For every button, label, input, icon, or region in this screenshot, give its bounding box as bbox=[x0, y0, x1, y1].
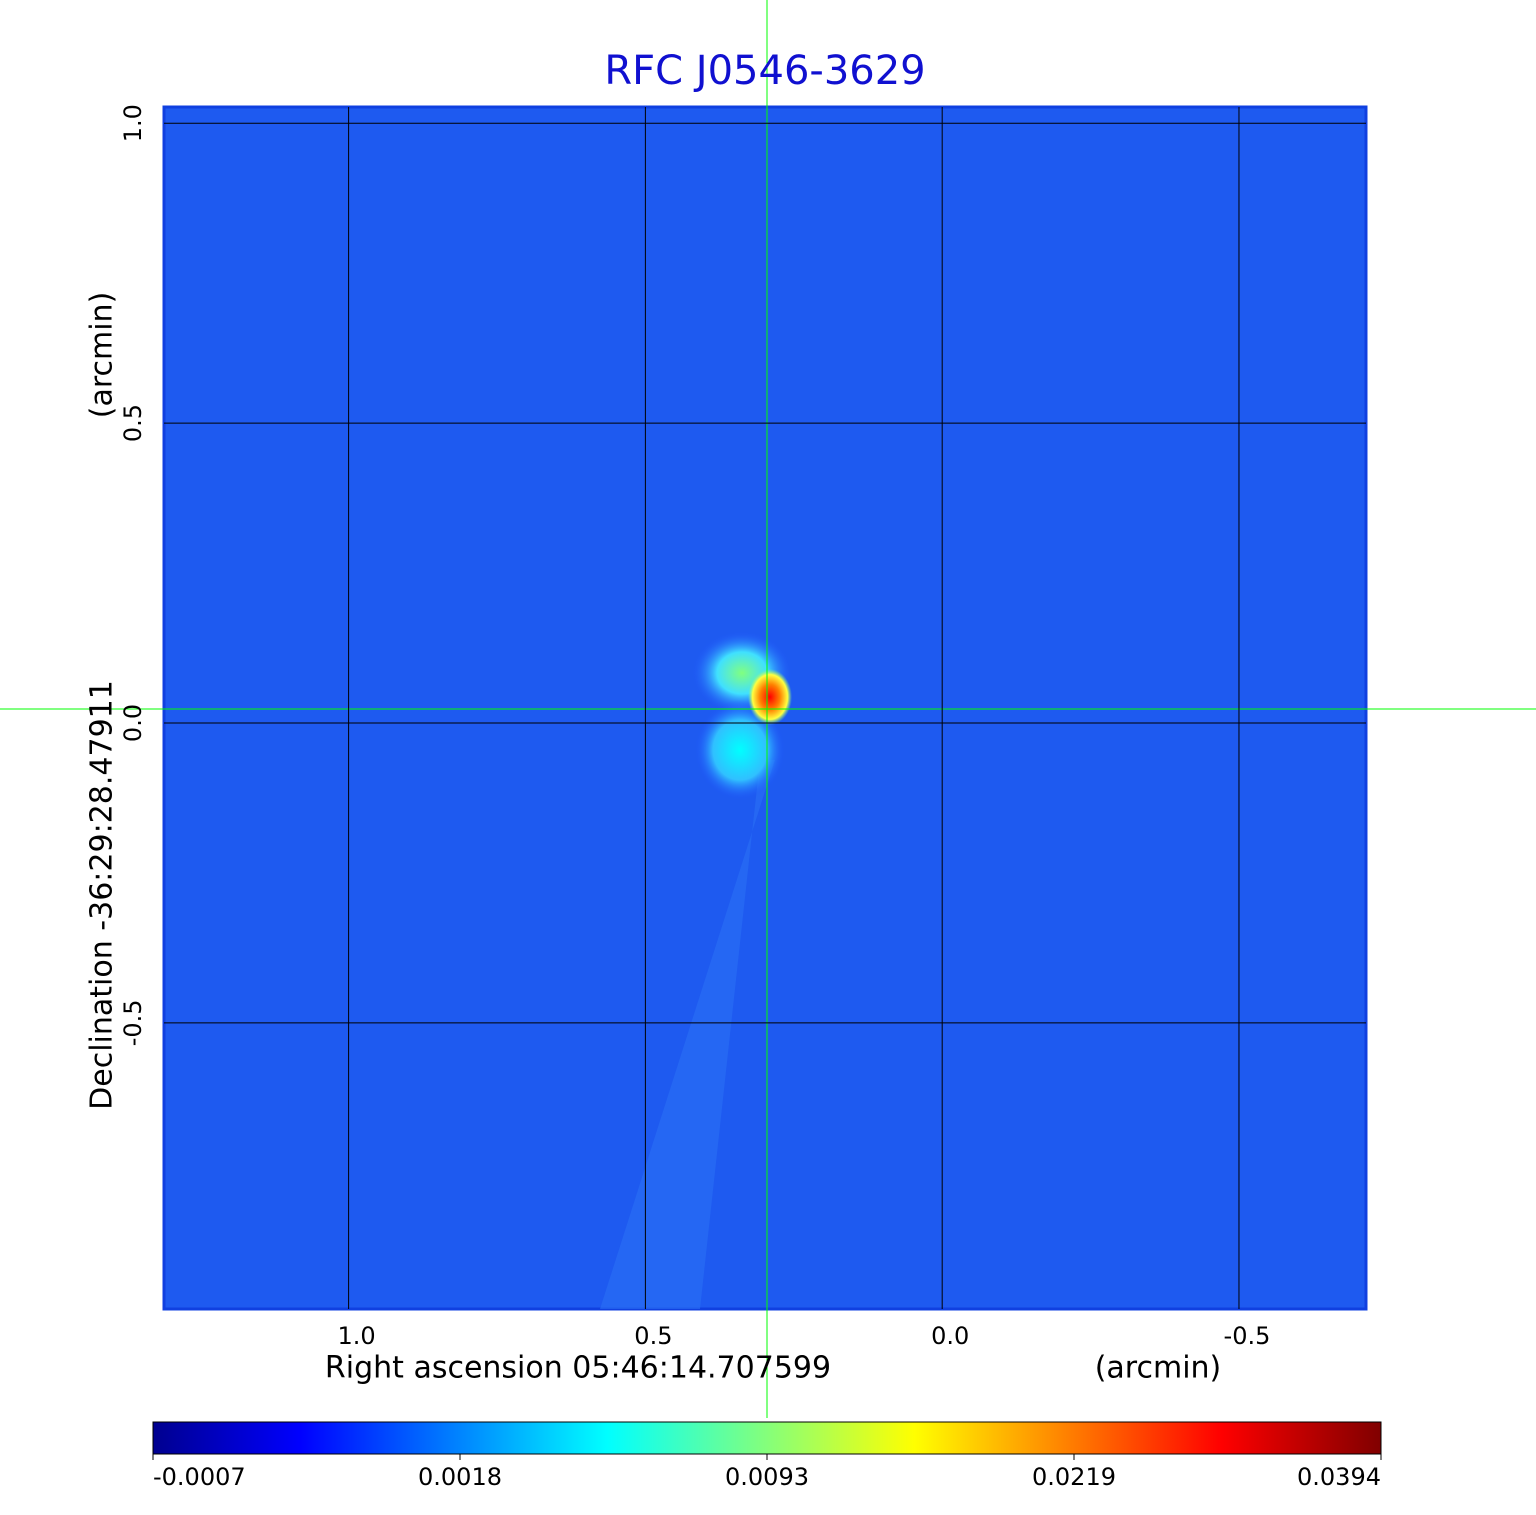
image-core bbox=[748, 669, 792, 725]
y-axis-unit: (arcmin) bbox=[85, 292, 120, 419]
colorbar bbox=[152, 1421, 1382, 1455]
y-axis-label: Declination -36:29:28.47911 bbox=[85, 680, 120, 1110]
chart-title: RFC J0546-3629 bbox=[604, 48, 925, 94]
colorbar-tick-label: 0.0219 bbox=[1032, 1463, 1116, 1491]
x-axis-unit: (arcmin) bbox=[1095, 1351, 1222, 1386]
image-streak bbox=[600, 760, 775, 1309]
y-tick-label: 1.0 bbox=[119, 104, 147, 142]
y-tick-label: 0.0 bbox=[119, 704, 147, 742]
y-tick-label: 0.5 bbox=[119, 404, 147, 442]
x-tick-label: 0.5 bbox=[634, 1322, 672, 1350]
x-tick-label: 0.0 bbox=[931, 1322, 969, 1350]
image bbox=[162, 105, 1368, 1311]
colorbar-tick-label: -0.0007 bbox=[153, 1463, 246, 1491]
colorbar-tick-label: 0.0018 bbox=[418, 1463, 502, 1491]
x-axis-label: Right ascension 05:46:14.707599 bbox=[325, 1351, 831, 1386]
x-tick-label: 1.0 bbox=[338, 1322, 376, 1350]
x-tick-label: -0.5 bbox=[1224, 1322, 1271, 1350]
y-tick-label: -0.5 bbox=[119, 999, 147, 1046]
image-blob bbox=[695, 700, 785, 800]
colorbar-tick-label: 0.0093 bbox=[725, 1463, 809, 1491]
colorbar-tick-label: 0.0394 bbox=[1297, 1463, 1381, 1491]
